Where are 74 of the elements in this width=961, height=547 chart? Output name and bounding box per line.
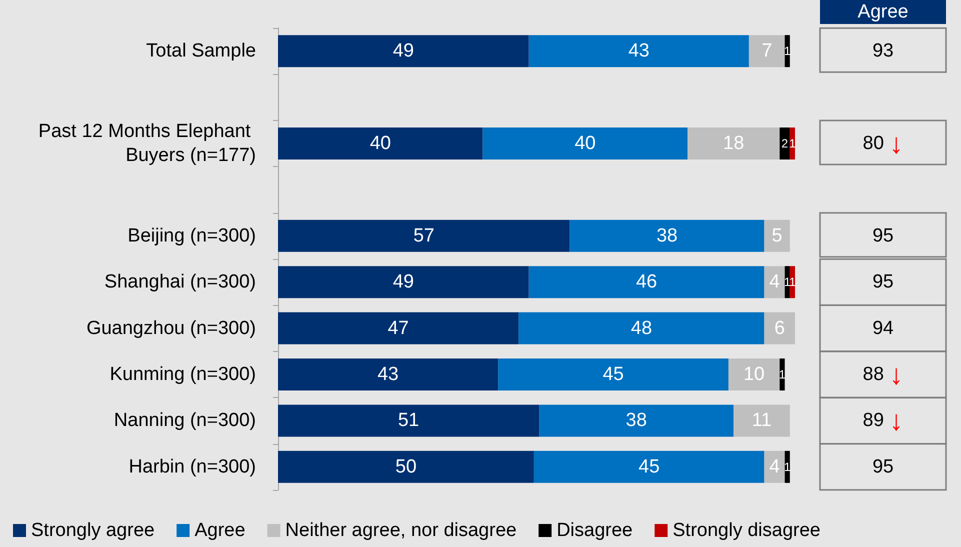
text: 94 [872,318,894,339]
y-tick-label: Nanning (n=300) [114,410,256,432]
bar [528,266,764,298]
bar [780,358,785,390]
bar [534,450,764,483]
legend-label: Strongly disagree [672,520,820,541]
bar [764,312,795,344]
y-tick-label: Guangzhou (n=300) [86,318,256,339]
y-tick-label: Total Sample [146,40,256,62]
bar [764,220,790,252]
data-label: 18 [723,133,744,154]
data-label: 43 [628,40,650,62]
legend-label: Agree [194,520,246,541]
bar [764,266,785,298]
bar [278,35,529,68]
data-label: 49 [392,272,414,293]
y-tick-label: Shanghai (n=300) [104,272,256,293]
data-label: 40 [370,133,391,154]
bar [764,450,785,483]
bar [482,128,688,160]
data-label: 46 [636,272,658,293]
legend-label: Neither agree, nor disagree [285,520,517,541]
bar [688,128,780,160]
legend-label: Disagree [556,520,633,541]
bar [734,404,790,437]
bar [278,450,534,483]
data-label: 47 [388,318,409,339]
data-label: 2 [781,136,788,150]
data-label: 11 [752,410,772,432]
data-label: 7 [762,40,772,62]
text: 95 [872,456,894,478]
data-label: 38 [626,410,647,432]
data-label: 40 [574,133,596,154]
data-label: 45 [602,364,624,385]
data-label: 4 [769,272,780,293]
bar [278,358,498,390]
bar [278,266,529,298]
bar [498,358,728,390]
bar [278,220,570,252]
bar [570,220,764,252]
data-label: 5 [772,225,782,246]
data-label: 50 [395,456,417,478]
legend-label: Strongly agree [31,520,155,541]
y-tick-label: Beijing (n=300) [128,225,256,246]
y-tick-label: Past 12 Months Elephant Buyers (n=177) [38,121,256,166]
bar [528,35,749,68]
bar [518,312,764,344]
bar [539,404,734,437]
bar [278,128,483,160]
text: 93 [872,40,894,62]
text: Agree [858,2,908,22]
data-label: 57 [413,225,434,246]
data-label: 6 [774,318,785,339]
data-label: 1 [778,368,786,382]
data-label: 4 [769,456,780,478]
y-tick-label: Kunming (n=300) [110,364,256,385]
data-label: 10 [743,364,765,385]
text: 95 [872,272,894,293]
text: 89 ↓ [862,405,904,436]
text: 88 ↓ [862,359,904,390]
data-label: 43 [377,364,399,385]
data-label: 49 [392,40,414,62]
bar [278,312,519,344]
bar [780,128,790,160]
text: 95 [872,225,894,246]
bar [728,358,780,390]
text: 80 ↓ [862,128,904,159]
bar [278,404,540,437]
y-tick-label: Harbin (n=300) [128,456,256,478]
bar [748,35,785,68]
data-label: 38 [656,225,678,246]
data-label: 45 [638,456,660,478]
data-label: 48 [630,318,652,339]
data-label: 51 [398,410,420,432]
